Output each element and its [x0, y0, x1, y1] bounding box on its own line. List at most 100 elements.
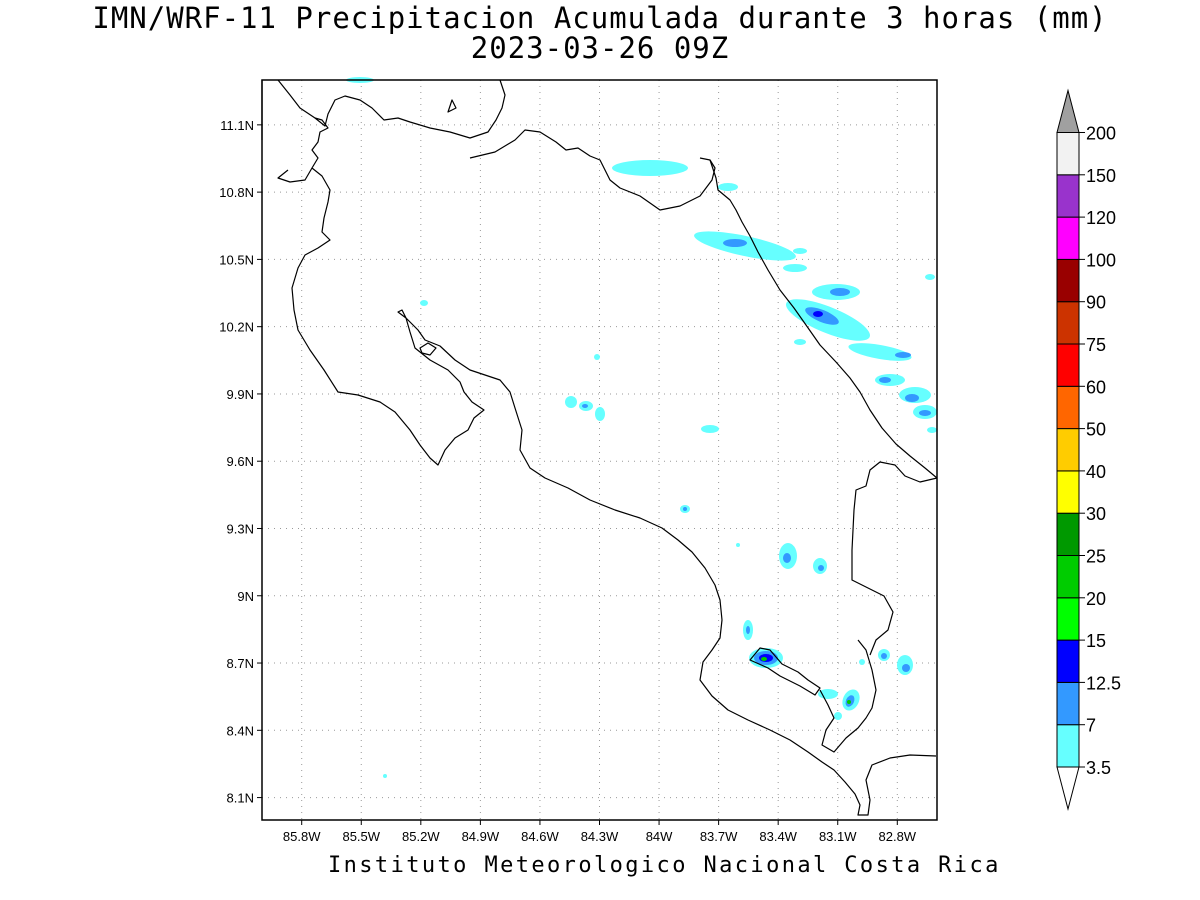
- colorbar-level-label: 20: [1086, 589, 1106, 609]
- colorbar-level-label: 200: [1086, 124, 1116, 144]
- precip-area: [794, 339, 806, 345]
- coastline-caribbean: [709, 159, 938, 479]
- precip-area: [905, 394, 919, 402]
- lat-tick-label: 8.4N: [227, 723, 254, 738]
- colorbar-segment: [1056, 512, 1080, 557]
- colorbar-segment: [1056, 258, 1080, 303]
- precip-area: [818, 565, 824, 571]
- lon-tick-label: 85.5W: [342, 829, 380, 844]
- precip-area: [565, 396, 577, 408]
- precip-area: [694, 231, 796, 261]
- lat-tick-label: 9.9N: [227, 387, 254, 402]
- colorbar-level-label: 3.5: [1086, 758, 1111, 778]
- colorbar-level-label: 60: [1086, 377, 1106, 397]
- colorbar-segment: [1056, 681, 1080, 726]
- precip-field: [346, 77, 937, 778]
- precip-area: [834, 712, 842, 720]
- colorbar-level-label: 7: [1086, 716, 1096, 736]
- colorbar-segment: [1056, 132, 1080, 176]
- map-subtitle-datetime: 2023-03-26 09Z: [470, 31, 730, 65]
- map-gridlines: [262, 80, 937, 820]
- colorbar: 3.5 7 12.5 15 20 25 30 40 50 60 75 90 100 120 150 200: [1056, 88, 1121, 811]
- precip-area: [612, 160, 688, 176]
- colorbar-segment: [1056, 216, 1080, 260]
- precip-area: [420, 300, 428, 306]
- precip-area: [594, 354, 600, 360]
- precip-area: [783, 264, 807, 272]
- colorbar-segment: [1056, 597, 1080, 641]
- border-panama: [851, 461, 938, 656]
- lat-tick-label: 11.1N: [220, 118, 254, 133]
- lat-tick-label: 9.6N: [227, 454, 254, 469]
- precip-area: [848, 343, 912, 361]
- precip-area: [895, 352, 911, 358]
- precip-area: [902, 664, 910, 672]
- precip-area: [746, 626, 750, 634]
- colorbar-segment: [1056, 724, 1080, 768]
- precip-area: [818, 689, 838, 699]
- map-footer-credit: Instituto Meteorologico Nacional Costa R…: [328, 853, 1001, 878]
- colorbar-segment: [1056, 639, 1080, 683]
- precip-area: [881, 653, 887, 659]
- lat-tick-label: 9.3N: [227, 521, 254, 536]
- colorbar-level-label: 40: [1086, 462, 1106, 482]
- lat-tick-label: 8.1N: [227, 791, 254, 806]
- precip-area: [383, 774, 387, 778]
- map-axes: 85.8W 85.5W 85.2W 84.9W 84.6W 84.3W 84W 83.7W 83…: [219, 118, 917, 844]
- lon-tick-label: 84.9W: [462, 829, 500, 844]
- coastline-lake-border: [469, 129, 716, 211]
- coastline-north: [277, 79, 506, 139]
- map-title: IMN/WRF-11 Precipitacion Acumulada duran…: [92, 1, 1108, 35]
- lon-tick-label: 83.1W: [819, 829, 857, 844]
- colorbar-level-label: 100: [1086, 250, 1116, 270]
- precip-area: [595, 407, 605, 421]
- colorbar-segment: [1056, 343, 1080, 387]
- lon-tick-label: 84W: [646, 829, 673, 844]
- colorbar-level-label: 90: [1086, 293, 1106, 313]
- precip-area: [761, 657, 767, 661]
- colorbar-level-label: 120: [1086, 208, 1116, 228]
- precip-area: [813, 311, 823, 317]
- colorbar-level-label: 12.5: [1086, 673, 1121, 693]
- precip-area: [701, 425, 719, 433]
- colorbar-level-label: 30: [1086, 504, 1106, 524]
- lon-tick-label: 82.8W: [879, 829, 917, 844]
- lon-tick-label: 83.4W: [759, 829, 797, 844]
- colorbar-segment: [1056, 301, 1080, 345]
- precip-area: [683, 507, 687, 511]
- colorbar-level-label: 25: [1086, 547, 1106, 567]
- precip-area: [723, 239, 747, 247]
- precip-area: [830, 288, 850, 296]
- precip-area: [859, 659, 865, 665]
- colorbar-level-label: 50: [1086, 420, 1106, 440]
- precip-area: [879, 377, 891, 383]
- lat-tick-label: 10.5N: [219, 252, 254, 267]
- colorbar-segment: [1056, 174, 1080, 218]
- colorbar-lower-arrow: [1056, 766, 1080, 811]
- precip-area: [925, 274, 935, 280]
- lat-tick-label: 10.8N: [219, 185, 254, 200]
- precip-area: [718, 183, 738, 191]
- precip-area: [582, 404, 588, 408]
- precip-area: [783, 553, 791, 563]
- colorbar-segment: [1056, 470, 1080, 514]
- colorbar-level-label: 15: [1086, 631, 1106, 651]
- precip-area: [736, 543, 740, 547]
- colorbar-segment: [1056, 555, 1080, 599]
- coastline-golfito: [819, 639, 877, 753]
- coastline-peninsula-osa: [749, 647, 821, 696]
- coastline-island-lake: [419, 342, 437, 356]
- precip-area: [919, 410, 931, 416]
- lat-tick-label: 10.2N: [219, 320, 254, 335]
- colorbar-upper-arrow: [1056, 88, 1080, 133]
- lon-tick-label: 84.6W: [521, 829, 559, 844]
- map-frame: [261, 79, 938, 821]
- colorbar-level-label: 150: [1086, 166, 1116, 186]
- coastline-small-island: [447, 99, 457, 113]
- lat-tick-label: 8.7N: [227, 656, 254, 671]
- lat-tick-label: 9N: [237, 589, 254, 604]
- lon-tick-label: 84.3W: [581, 829, 619, 844]
- precip-area: [793, 248, 807, 254]
- lon-tick-label: 83.7W: [700, 829, 738, 844]
